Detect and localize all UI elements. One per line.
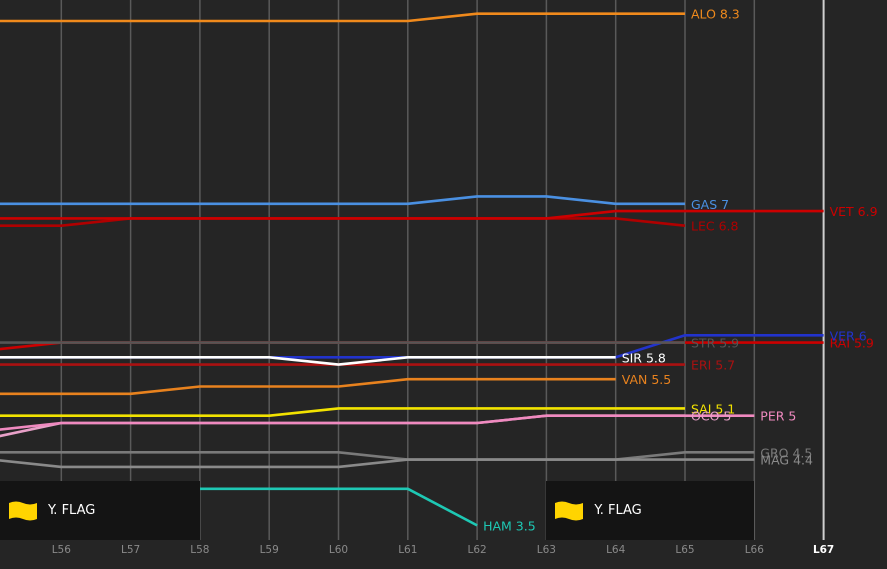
series-label-gro: GRO 4.5 xyxy=(760,445,812,460)
series-lines xyxy=(0,12,824,527)
series-line-van xyxy=(0,377,616,396)
series-label-sai: SAI 5.1 xyxy=(691,401,735,416)
x-axis: 5L56L57L58L59L60L61L62L63L64L65L66L67L xyxy=(52,544,835,556)
x-tick-label: L65 xyxy=(675,544,694,556)
x-tick-label: L56 xyxy=(52,544,72,556)
x-tick-label: L66 xyxy=(745,544,765,556)
series-line-mag xyxy=(0,458,755,469)
gridlines xyxy=(60,0,825,540)
flag-label: Y. FLAG xyxy=(48,503,96,518)
series-label-van: VAN 5.5 xyxy=(622,372,672,387)
series-label-per: PER 5 xyxy=(760,409,796,424)
series-line-alo xyxy=(0,12,685,23)
x-tick-label: L67 xyxy=(813,544,834,556)
series-line-gas xyxy=(0,195,685,206)
x-tick-label: L63 xyxy=(537,544,556,556)
yellow-flag-box: Y. FLAG xyxy=(0,481,200,540)
series-line-sir xyxy=(0,355,616,366)
series-label-ham: HAM 3.5 xyxy=(483,518,536,533)
series-line-sai xyxy=(0,407,685,418)
series-label-rai: RAI 5.9 xyxy=(830,336,874,351)
series-line-vet xyxy=(0,209,824,220)
series-label-vet: VET 6.9 xyxy=(830,204,878,219)
yellow-flag-icon xyxy=(555,501,584,520)
flag-label: Y. FLAG xyxy=(594,503,642,518)
x-tick-label: L60 xyxy=(329,544,348,556)
x-tick-label: L59 xyxy=(260,544,279,556)
series-label-mag: MAG 4.4 xyxy=(760,453,813,468)
x-tick-label: L61 xyxy=(398,544,417,556)
series-label-ver: VER 6 xyxy=(830,328,867,343)
series-line-oco xyxy=(0,414,685,438)
x-tick-label: L62 xyxy=(467,544,486,556)
series-line-per xyxy=(0,414,755,431)
series-label-str: STR 5.9 xyxy=(691,336,739,351)
x-tick-label: L57 xyxy=(121,544,140,556)
x-tick-label: L64 xyxy=(606,544,626,556)
series-label-oco: OCO 5 xyxy=(691,409,731,424)
yellow-flag-box: Y. FLAG xyxy=(546,481,755,540)
series-label-alo: ALO 8.3 xyxy=(691,7,740,22)
series-label-gas: GAS 7 xyxy=(691,197,729,212)
x-tick-label: L58 xyxy=(190,544,209,556)
series-label-eri: ERI 5.7 xyxy=(691,358,735,373)
series-label-sir: SIR 5.8 xyxy=(622,350,666,365)
yellow-flag-icon xyxy=(9,501,37,520)
series-label-lec: LEC 6.8 xyxy=(691,219,738,234)
